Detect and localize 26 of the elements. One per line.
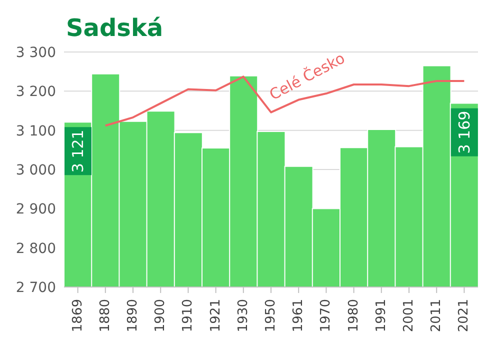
x-tick-label: 1970	[318, 299, 334, 332]
data-label: 3 121	[69, 130, 87, 173]
y-tick-label: 2 700	[16, 280, 56, 296]
y-tick-label: 3 300	[16, 44, 56, 61]
y-tick-label: 3 200	[16, 84, 56, 100]
x-tick-label: 1900	[153, 299, 168, 332]
y-tick-label: 3 100	[16, 123, 56, 140]
x-tick-label: 1991	[374, 299, 389, 332]
x-tick-label: 2001	[402, 299, 416, 332]
x-tick-label: 1930	[236, 299, 251, 332]
x-tick-label: 1880	[98, 299, 113, 332]
data-label: 3 169	[455, 110, 474, 154]
x-tick-label: 1961	[291, 299, 306, 332]
chart-title: Sadská	[66, 14, 164, 42]
text: Celé Česko	[266, 49, 348, 104]
y-tick-label: 2 800	[16, 240, 56, 257]
x-tick-label: 1950	[264, 299, 278, 332]
y-tick-label: 3 000	[16, 162, 56, 178]
x-tick-label: 1890	[126, 299, 140, 332]
x-tick-label: 1910	[180, 299, 196, 332]
x-tick-label: 1921	[208, 299, 224, 332]
x-tick-label: 1869	[70, 299, 86, 332]
x-tick-label: 2011	[429, 299, 444, 332]
y-tick-label: 2 900	[16, 202, 56, 218]
x-tick-label: 1980	[346, 299, 362, 332]
x-tick-label: 2021	[456, 299, 472, 332]
